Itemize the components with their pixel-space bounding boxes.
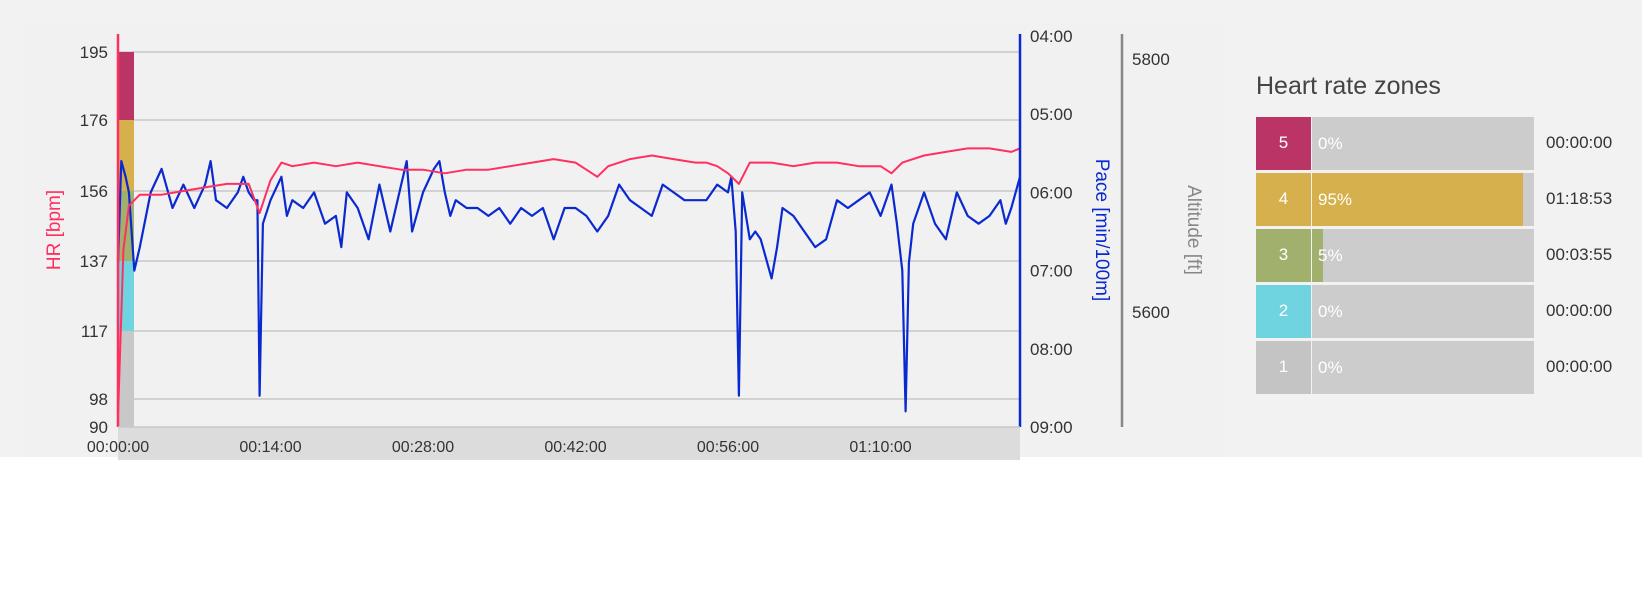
hr-tick-label: 156	[80, 182, 108, 201]
pace-tick-label: 07:00	[1030, 262, 1073, 281]
zone-row-1: 1 0% 00:00:00	[1256, 339, 1636, 395]
zone-row-5: 5 0% 00:00:00	[1256, 115, 1636, 171]
altitude-area	[118, 427, 1020, 460]
zone-bar-fill	[1312, 172, 1523, 226]
pace-tick-label: 04:00	[1030, 27, 1073, 46]
plot-background	[22, 22, 1222, 457]
zone-time: 00:00:00	[1546, 301, 1613, 320]
zone-number: 1	[1256, 340, 1311, 394]
zone-time: 01:18:53	[1546, 189, 1613, 208]
grid	[22, 22, 1222, 457]
pace-line	[116, 160, 1022, 413]
zone-percent: 95%	[1318, 189, 1353, 209]
hr-tick-label: 90	[89, 418, 108, 437]
pace-series	[116, 160, 1022, 413]
heart-rate-zones: Heart rate zones 5 0% 00:00:00 4 95% 01:18:53…	[1256, 72, 1636, 395]
zone-time: 00:00:00	[1546, 133, 1613, 152]
zone-time: 00:03:55	[1546, 245, 1613, 264]
altitude-series	[118, 427, 1020, 460]
x-tick-label: 01:10:00	[849, 439, 911, 456]
zone-bar: 5%	[1312, 228, 1534, 282]
altitude-axis-title: Altitude [ft]	[1183, 185, 1204, 275]
zone-row-3: 3 5% 00:03:55	[1256, 227, 1636, 283]
zone-bar: 95%	[1312, 172, 1534, 226]
x-tick-label: 00:56:00	[697, 439, 759, 456]
hr-zone-band-5	[118, 52, 134, 120]
hr-line	[117, 147, 1021, 417]
hr-axis-title: HR [bpm]	[44, 190, 65, 270]
zone-bar: 0%	[1312, 116, 1534, 170]
x-tick-label: 00:42:00	[544, 439, 606, 456]
zone-percent: 0%	[1318, 133, 1343, 153]
zone-percent: 5%	[1318, 245, 1343, 265]
zone-row-2: 2 0% 00:00:00	[1256, 283, 1636, 339]
zone-rows: 5 0% 00:00:00 4 95% 01:18:53 3 5% 00:03:55 2 0% 00:…	[1256, 115, 1636, 395]
tick-labels: 195 176 156 137 117 98 90 04:00 05:00 06:00 07:00 0…	[44, 27, 1204, 456]
zone-row-4: 4 95% 01:18:53	[1256, 171, 1636, 227]
hr-zone-band-1	[118, 331, 134, 427]
pace-tick-label: 05:00	[1030, 105, 1073, 124]
x-tick-label: 00:28:00	[392, 439, 454, 456]
altitude-tick-label: 5800	[1132, 50, 1170, 69]
hr-tick-label: 176	[80, 111, 108, 130]
workout-chart: 195 176 156 137 117 98 90 04:00 05:00 06:00 07:00 0…	[22, 22, 1222, 460]
zone-bar: 0%	[1312, 284, 1534, 338]
hr-tick-label: 98	[89, 390, 108, 409]
zone-number: 2	[1256, 284, 1311, 338]
zone-number: 3	[1256, 228, 1311, 282]
pace-tick-label: 09:00	[1030, 418, 1073, 437]
zones-title: Heart rate zones	[1256, 72, 1441, 100]
pace-tick-label: 06:00	[1030, 183, 1073, 202]
hr-tick-label: 137	[80, 252, 108, 271]
zone-percent: 0%	[1318, 301, 1343, 321]
hr-tick-label: 117	[81, 322, 108, 341]
pace-axis-title: Pace [min/100m]	[1091, 159, 1112, 302]
zone-number: 4	[1256, 172, 1311, 226]
hr-tick-label: 195	[80, 43, 108, 62]
zone-number: 5	[1256, 116, 1311, 170]
axes	[116, 34, 1124, 428]
pace-tick-label: 08:00	[1030, 340, 1073, 359]
hr-series	[117, 147, 1021, 417]
x-tick-label: 00:14:00	[239, 439, 301, 456]
x-tick-label: 00:00:00	[87, 439, 149, 456]
zone-bar-fill	[1312, 228, 1324, 282]
zone-percent: 0%	[1318, 357, 1343, 377]
altitude-tick-label: 5600	[1132, 303, 1170, 322]
zone-time: 00:00:00	[1546, 357, 1613, 376]
zone-bar: 0%	[1312, 340, 1534, 394]
